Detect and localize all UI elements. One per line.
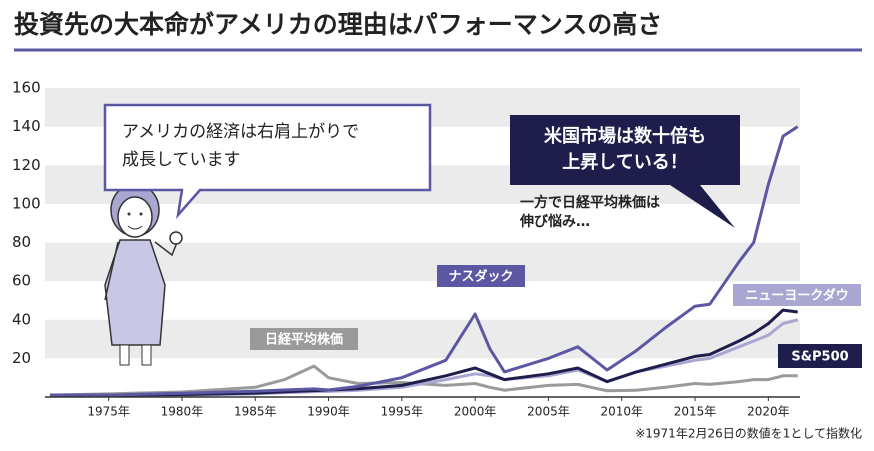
series-name: ナスダック bbox=[448, 269, 513, 285]
series-line bbox=[49, 364, 798, 397]
grid-band bbox=[45, 319, 800, 359]
x-tick-label: 2010年 bbox=[600, 405, 643, 419]
series-line bbox=[50, 308, 798, 397]
series-name: ニューヨークダウ bbox=[745, 288, 848, 304]
annotation: 伸び悩み… bbox=[519, 213, 590, 230]
x-tick-label: 1980年 bbox=[161, 405, 204, 419]
woman-illustration bbox=[104, 183, 183, 366]
series-name: S&P500 bbox=[791, 350, 848, 365]
y-tick-label: 140 bbox=[12, 117, 41, 135]
x-tick-label: 1975年 bbox=[87, 405, 130, 419]
x-tick-label: 2000年 bbox=[454, 405, 497, 419]
bubble-text: 成長しています bbox=[122, 150, 241, 170]
chart-title: 投資先の大本命がアメリカの理由はパフォーマンスの高さ bbox=[14, 10, 662, 39]
y-tick-label: 100 bbox=[12, 194, 41, 212]
bubble-text: 米国市場は数十倍も bbox=[544, 125, 706, 147]
series-label: 日経平均株価 ニューヨークダウ S&P500 ナスダック bbox=[250, 265, 862, 368]
x-tick-label: 2020年 bbox=[747, 405, 790, 419]
series-name: 日経平均株価 bbox=[265, 332, 343, 348]
speech-bubble bbox=[510, 115, 740, 228]
y-tick-label: 80 bbox=[12, 233, 31, 251]
grid-band bbox=[45, 242, 800, 282]
y-tick-label: 120 bbox=[12, 156, 41, 174]
x-tick-label: 2015年 bbox=[674, 405, 717, 419]
x-tick-label: 1990年 bbox=[307, 405, 350, 419]
series-line bbox=[50, 125, 799, 397]
x-tick-label: 1995年 bbox=[381, 405, 424, 419]
speech-bubble bbox=[103, 103, 432, 220]
y-tick-label: 60 bbox=[12, 272, 31, 290]
x-tick-label: 2005年 bbox=[527, 405, 570, 419]
y-tick-label: 160 bbox=[12, 79, 41, 97]
annotation: 一方で日経平均株価は bbox=[520, 194, 660, 211]
footnote: ※1971年2月26日の数値を1として指数化 bbox=[635, 426, 862, 441]
bubble-text: アメリカの経済は右肩上がりで bbox=[122, 122, 359, 142]
x-tick-label: 1985年 bbox=[234, 405, 277, 419]
plot bbox=[49, 125, 799, 397]
y-tick-label: 40 bbox=[12, 310, 31, 328]
y-tick-label: 20 bbox=[12, 349, 31, 367]
bubble-text: 上昇している！ bbox=[562, 152, 687, 173]
